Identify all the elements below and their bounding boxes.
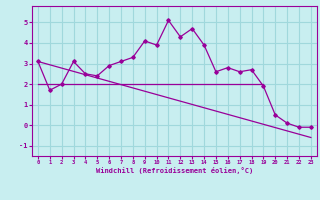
X-axis label: Windchill (Refroidissement éolien,°C): Windchill (Refroidissement éolien,°C) bbox=[96, 167, 253, 174]
